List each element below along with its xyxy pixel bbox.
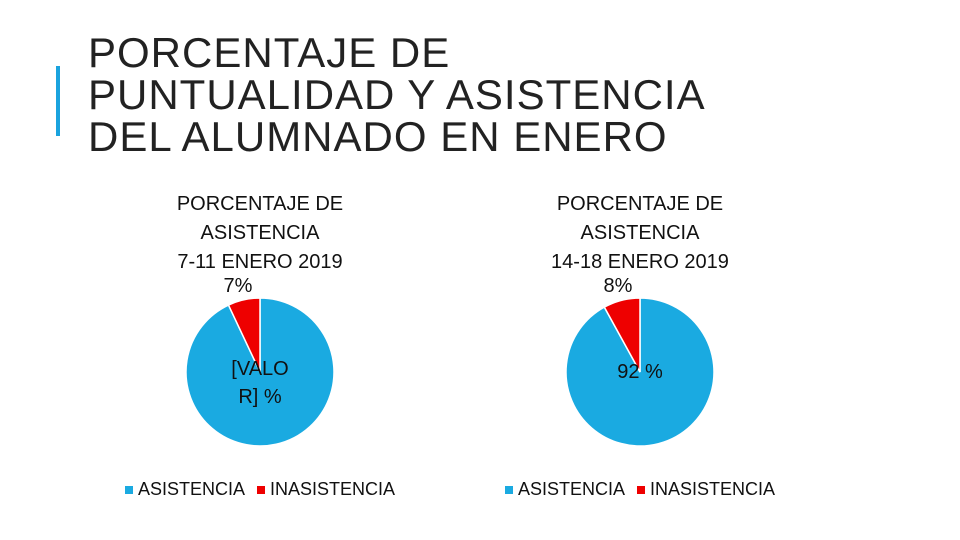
accent-bar	[56, 66, 60, 136]
legend-swatch-inasistencia	[257, 485, 265, 494]
slide-title: PORCENTAJE DE PUNTUALIDAD Y ASISTENCIA D…	[88, 32, 938, 158]
legend-item-inasistencia: INASISTENCIA	[257, 479, 395, 500]
slide-title-line-1: PORCENTAJE DE	[88, 29, 451, 76]
legend-swatch-asistencia	[124, 485, 133, 494]
chart-title-line-1: PORCENTAJE DE	[176, 193, 344, 215]
pie-plot: [VALO R] % 7%	[185, 275, 335, 447]
legend-item-inasistencia: INASISTENCIA	[637, 479, 775, 500]
legend-item-asistencia: ASISTENCIA	[124, 479, 245, 500]
slide-title-line-3: DEL ALUMNADO EN ENERO	[88, 113, 668, 160]
slice-label-asistencia: 92 %	[617, 361, 663, 383]
slide-title-line-2: PUNTUALIDAD Y ASISTENCIA	[88, 71, 706, 118]
legend-swatch-inasistencia	[637, 485, 645, 494]
chart-title-line-3: 7-11 ENERO 2019	[177, 251, 343, 273]
chart-title-line-3: 14-18 ENERO 2019	[551, 251, 729, 273]
slice-label-inasistencia: 8%	[604, 275, 633, 297]
chart-title: PORCENTAJE DE ASISTENCIA 7-11 ENERO 2019	[80, 190, 440, 277]
pie-slice-inasistencia	[603, 297, 641, 373]
chart-title-line-2: ASISTENCIA	[580, 222, 700, 244]
slice-label-asistencia: [VALO R] %	[231, 358, 288, 408]
chart-title-line-2: ASISTENCIA	[200, 222, 320, 244]
pie-chart-week-2: PORCENTAJE DE ASISTENCIA 14-18 ENERO 201…	[460, 190, 820, 510]
pie-chart-week-1: PORCENTAJE DE ASISTENCIA 7-11 ENERO 2019…	[80, 190, 440, 510]
chart-title-line-1: PORCENTAJE DE	[556, 193, 724, 215]
slice-label-inasistencia: 7%	[224, 275, 253, 297]
pie-plot: 92 % 8%	[565, 275, 715, 447]
legend-swatch-asistencia	[504, 485, 513, 494]
legend: ASISTENCIA INASISTENCIA	[460, 479, 820, 500]
legend-label-asistencia: ASISTENCIA	[517, 479, 625, 499]
legend-label-inasistencia: INASISTENCIA	[650, 479, 776, 499]
pie-slice-inasistencia	[227, 297, 261, 373]
chart-title: PORCENTAJE DE ASISTENCIA 14-18 ENERO 201…	[460, 190, 820, 277]
legend-item-asistencia: ASISTENCIA	[504, 479, 625, 500]
legend-label-asistencia: ASISTENCIA	[137, 479, 245, 499]
legend-label-inasistencia: INASISTENCIA	[270, 479, 396, 499]
legend: ASISTENCIA INASISTENCIA	[80, 479, 440, 500]
